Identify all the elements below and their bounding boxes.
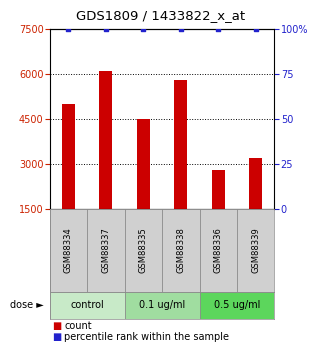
Bar: [200, 292, 274, 319]
Point: [253, 27, 258, 32]
Text: percentile rank within the sample: percentile rank within the sample: [64, 332, 229, 342]
Bar: [200, 209, 237, 292]
Text: GSM88334: GSM88334: [64, 227, 73, 273]
Bar: [125, 292, 200, 319]
Text: GSM88337: GSM88337: [101, 227, 110, 273]
Text: 0.1 ug/ml: 0.1 ug/ml: [139, 300, 185, 310]
Text: 0.5 ug/ml: 0.5 ug/ml: [214, 300, 260, 310]
Point: [66, 27, 71, 32]
Bar: [62, 104, 75, 209]
Bar: [212, 170, 225, 209]
Bar: [125, 209, 162, 292]
Text: GSM88336: GSM88336: [214, 227, 223, 273]
Bar: [174, 80, 187, 209]
Text: ■: ■: [53, 321, 65, 331]
Text: dose ►: dose ►: [10, 300, 43, 310]
Bar: [137, 119, 150, 209]
Point: [103, 27, 108, 32]
Bar: [50, 209, 87, 292]
Point: [141, 27, 146, 32]
Bar: [100, 71, 112, 209]
Point: [216, 27, 221, 32]
Text: control: control: [70, 300, 104, 310]
Text: ■: ■: [53, 332, 65, 342]
Point: [178, 27, 183, 32]
Bar: [162, 209, 200, 292]
Bar: [87, 209, 125, 292]
Text: GSM88338: GSM88338: [176, 227, 185, 273]
Text: GDS1809 / 1433822_x_at: GDS1809 / 1433822_x_at: [76, 9, 245, 22]
Bar: [237, 209, 274, 292]
Bar: [249, 158, 262, 209]
Bar: [50, 292, 125, 319]
Text: GSM88339: GSM88339: [251, 227, 260, 273]
Text: count: count: [64, 321, 92, 331]
Text: GSM88335: GSM88335: [139, 227, 148, 273]
